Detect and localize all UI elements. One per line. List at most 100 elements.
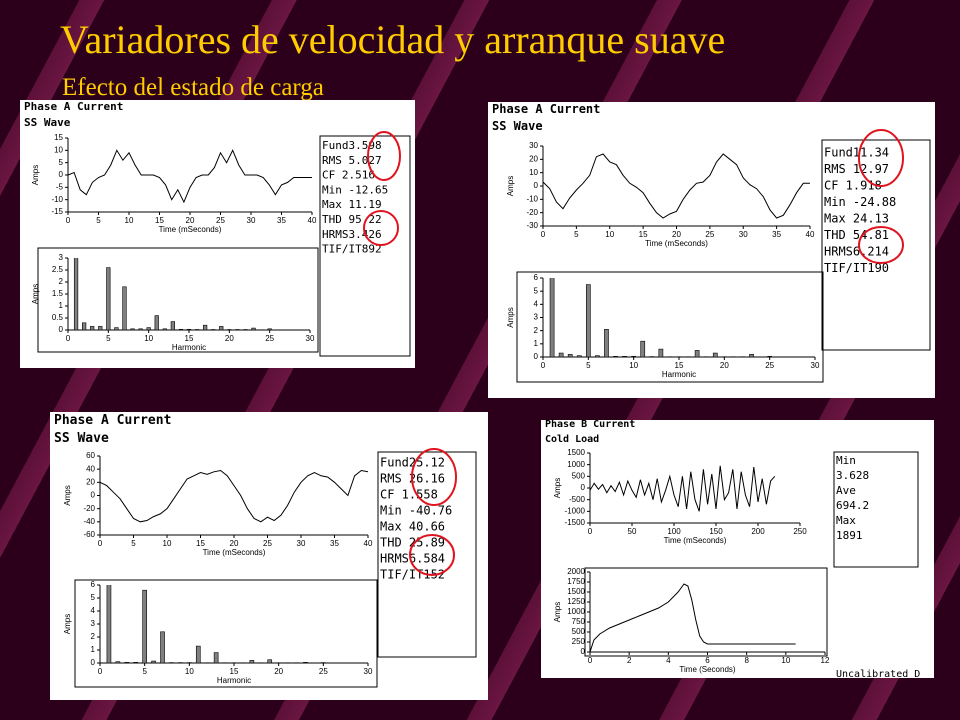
harmonic-bar [604, 329, 609, 357]
harmonic-bar [267, 328, 272, 330]
highlight-circle [858, 129, 904, 187]
harmonic-frame [584, 567, 828, 657]
y-tick-label: 0 [59, 170, 64, 179]
x-tick-label: 200 [751, 527, 765, 536]
stat-line: RMS 5.027 [322, 154, 382, 167]
y-tick-label: -5 [56, 182, 64, 191]
y-tick-label: 1 [91, 645, 96, 654]
y-tick-label: 3 [59, 253, 64, 262]
x-tick-label: 250 [793, 527, 807, 536]
panel-heading: Phase A Current [54, 413, 171, 428]
x-tick-label: 15 [675, 361, 684, 370]
y-tick-label: -1000 [565, 506, 586, 515]
stat-line: Ave [836, 484, 856, 497]
stat-line: HRMS3.426 [322, 228, 382, 241]
y-tick-label: 0 [59, 325, 64, 334]
x-tick-label: 150 [709, 527, 723, 536]
x-tick-label: 10 [125, 216, 134, 225]
x-tick-label: 30 [739, 230, 748, 239]
y-tick-label: -500 [569, 495, 586, 504]
panel-heading: Cold Load [545, 434, 599, 445]
panel-heading: SS Wave [54, 431, 109, 446]
harmonic-bar [114, 327, 119, 330]
harmonic-bar [576, 355, 582, 357]
harmonic-bar [160, 631, 165, 663]
harmonic-bar [585, 284, 591, 357]
y-axis-label: Amps [506, 176, 515, 196]
harmonic-bar [558, 352, 564, 357]
y-tick-label: 1500 [567, 587, 585, 596]
panel-heading: Phase B Current [545, 419, 635, 430]
x-tick-label: 0 [541, 361, 546, 370]
harmonic-bar [186, 328, 192, 330]
x-tick-label: 20 [720, 361, 729, 370]
y-axis-label: Amps [553, 602, 562, 622]
x-tick-label: 25 [319, 667, 328, 676]
harmonic-frame [37, 247, 319, 353]
y-tick-label: 0 [534, 352, 539, 361]
x-axis-label: Harmonic [217, 676, 251, 685]
x-tick-label: 25 [765, 361, 774, 370]
stat-line: THD 25.89 [380, 536, 445, 550]
harmonic-bar [712, 352, 718, 357]
x-tick-label: 5 [106, 334, 111, 343]
x-tick-label: 20 [186, 216, 195, 225]
y-tick-label: 20 [529, 154, 538, 163]
x-tick-label: 0 [98, 667, 103, 676]
stat-line: Max 11.19 [322, 198, 382, 211]
y-tick-label: 1250 [567, 597, 585, 606]
y-tick-label: 4 [534, 299, 539, 308]
harmonic-bar [170, 321, 175, 330]
stat-line: Max [836, 514, 856, 527]
y-tick-label: 4 [91, 606, 96, 615]
harmonic-bar [622, 356, 627, 357]
x-tick-label: 30 [306, 334, 315, 343]
x-tick-label: 8 [744, 656, 749, 665]
highlight-circle [363, 210, 399, 246]
stats-box [833, 451, 919, 568]
y-tick-label: 0 [581, 483, 586, 492]
y-tick-label: 5 [59, 158, 64, 167]
waveform [100, 469, 368, 523]
harmonic-bar [133, 662, 139, 663]
x-tick-label: 0 [588, 656, 593, 665]
harmonic-bar [195, 645, 201, 663]
stat-line: CF 2.516 [322, 169, 375, 182]
panel-heading: SS Wave [492, 119, 543, 133]
stat-line: 3.628 [836, 469, 869, 482]
y-tick-label: 3 [534, 313, 539, 322]
y-axis-label: Amps [553, 478, 562, 498]
x-tick-label: 5 [96, 216, 101, 225]
harmonic-bar [303, 662, 308, 663]
stat-line: Min -24.88 [824, 195, 896, 209]
y-tick-label: 500 [572, 627, 586, 636]
stat-line: Min [836, 454, 856, 467]
x-tick-label: 30 [364, 667, 373, 676]
y-axis-label: Amps [31, 165, 40, 185]
x-tick-label: 10 [629, 361, 638, 370]
harmonic-bar [115, 661, 121, 663]
y-axis-label: Amps [63, 485, 72, 505]
y-tick-label: 0 [534, 181, 539, 190]
harmonic-bar [90, 326, 95, 330]
y-tick-label: 2 [534, 326, 539, 335]
y-tick-label: 1000 [567, 607, 585, 616]
panel-footer: Uncalibrated D [836, 669, 920, 680]
stat-line: RMS 12.97 [824, 162, 889, 176]
stat-line: Fund3.598 [322, 139, 382, 152]
y-axis-label: Amps [506, 307, 515, 327]
harmonic-bar [162, 328, 167, 330]
y-tick-label: 2000 [567, 567, 585, 576]
x-axis-label: Time (Seconds) [679, 665, 736, 674]
harmonic-bar [567, 354, 573, 357]
x-tick-label: 10 [185, 667, 194, 676]
x-tick-label: 20 [672, 230, 681, 239]
panel-heading: SS Wave [24, 116, 71, 129]
slide-title: Variadores de velocidad y arranque suave [60, 17, 725, 62]
waveform [68, 149, 312, 204]
y-tick-label: 1000 [567, 460, 585, 469]
stat-line: TIF/IT892 [322, 243, 382, 256]
x-tick-label: 5 [586, 361, 591, 370]
harmonic-bar [249, 660, 255, 663]
